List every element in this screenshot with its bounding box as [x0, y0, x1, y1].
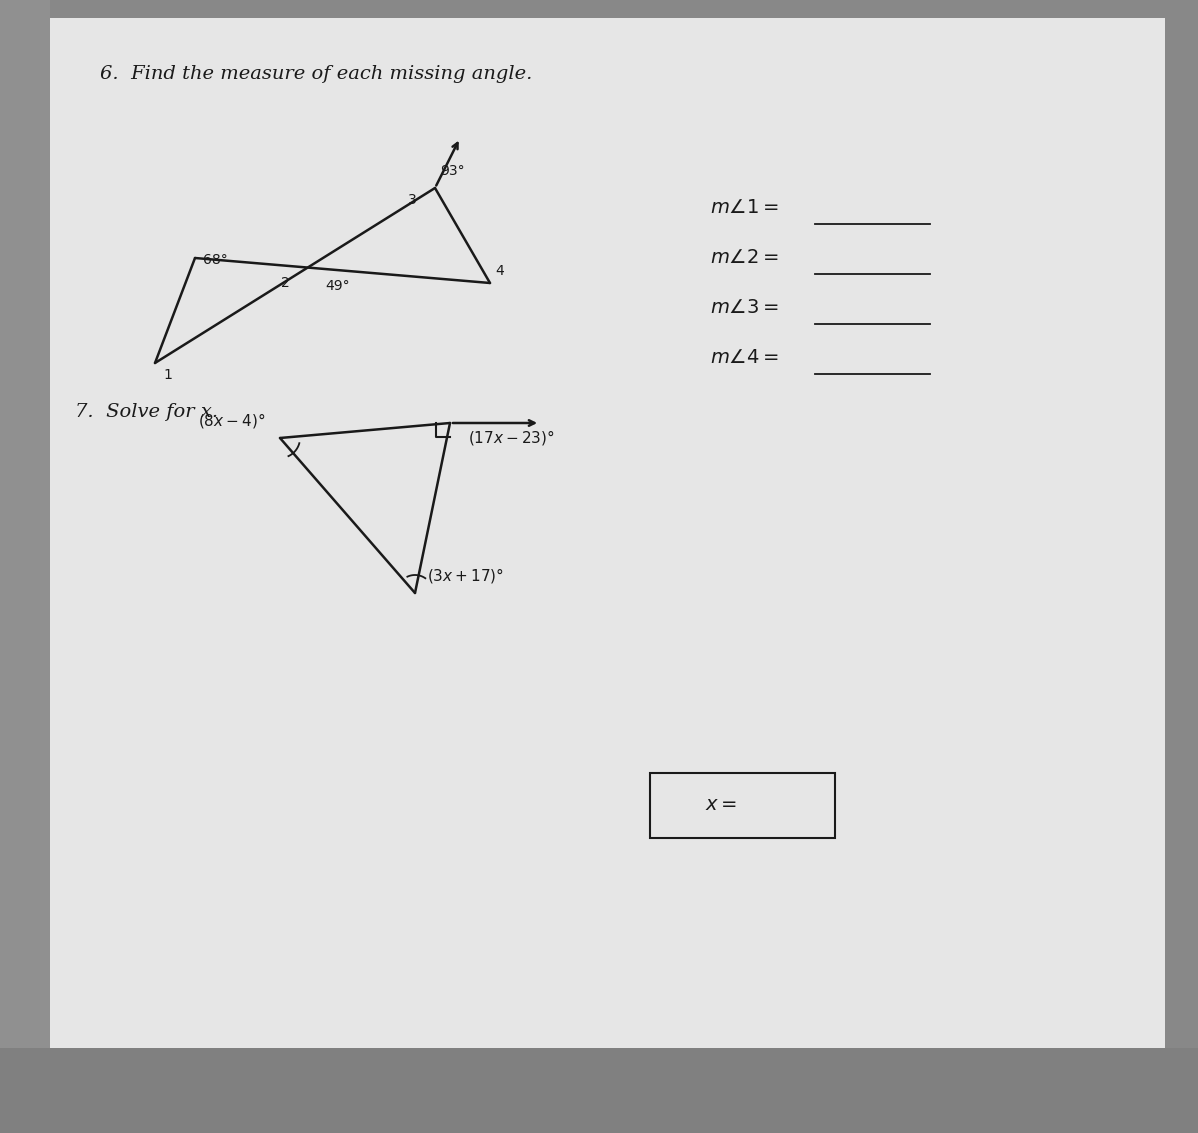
Text: $(17x-23)°$: $(17x-23)°$ — [468, 428, 555, 448]
Text: 7.  Solve for x.: 7. Solve for x. — [75, 403, 218, 421]
FancyBboxPatch shape — [651, 773, 835, 838]
Text: 1: 1 — [163, 368, 171, 382]
Text: 68°: 68° — [202, 253, 228, 267]
FancyBboxPatch shape — [0, 1048, 1198, 1133]
Text: 4: 4 — [495, 264, 503, 278]
Text: 6.  Find the measure of each missing angle.: 6. Find the measure of each missing angl… — [99, 65, 532, 83]
Text: 49°: 49° — [325, 279, 350, 293]
FancyBboxPatch shape — [0, 0, 50, 1133]
Text: 3: 3 — [409, 193, 417, 207]
FancyBboxPatch shape — [46, 18, 1164, 1104]
Text: $m\angle 4 =$: $m\angle 4 =$ — [710, 349, 779, 367]
Text: $m\angle 1 =$: $m\angle 1 =$ — [710, 199, 779, 218]
Text: $x =$: $x =$ — [704, 796, 737, 815]
Text: $(3x + 17)°$: $(3x + 17)°$ — [426, 566, 504, 585]
Text: 93°: 93° — [440, 164, 465, 178]
Text: $m\angle 3 =$: $m\angle 3 =$ — [710, 299, 779, 317]
Text: $m\angle 2 =$: $m\angle 2 =$ — [710, 249, 779, 267]
Text: $(8x-4)°$: $(8x-4)°$ — [198, 411, 265, 431]
Text: 2: 2 — [282, 276, 290, 290]
